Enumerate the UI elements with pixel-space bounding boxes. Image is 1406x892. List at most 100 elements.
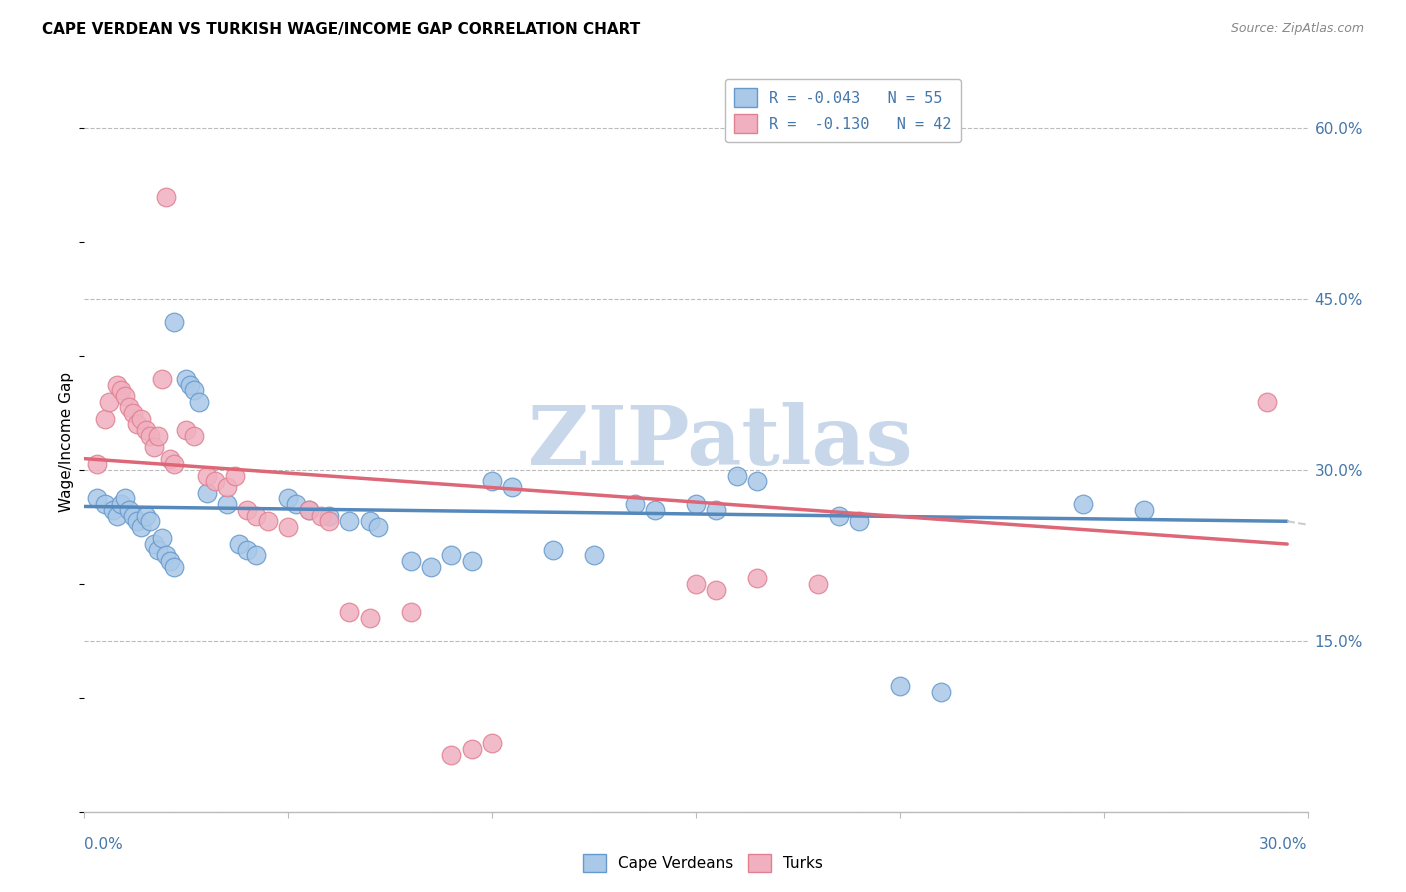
Point xyxy=(114,491,136,506)
Point xyxy=(163,315,186,329)
Point xyxy=(848,514,870,528)
Point xyxy=(135,423,157,437)
Point xyxy=(176,423,198,437)
Point xyxy=(138,429,160,443)
Point xyxy=(747,475,769,489)
Point xyxy=(440,549,463,563)
Point xyxy=(179,377,201,392)
Point xyxy=(86,491,108,506)
Point xyxy=(97,394,120,409)
Text: 30.0%: 30.0% xyxy=(1260,837,1308,852)
Point xyxy=(298,503,321,517)
Point xyxy=(277,491,299,506)
Point xyxy=(183,384,205,398)
Point xyxy=(93,411,117,425)
Point xyxy=(146,429,169,443)
Point xyxy=(245,508,267,523)
Point xyxy=(118,503,141,517)
Point xyxy=(236,542,259,557)
Point xyxy=(706,503,728,517)
Y-axis label: Wage/Income Gap: Wage/Income Gap xyxy=(59,371,75,512)
Point xyxy=(298,503,321,517)
Point xyxy=(747,571,769,585)
Point xyxy=(245,549,267,563)
Point xyxy=(150,532,173,546)
Point xyxy=(440,747,463,762)
Point xyxy=(236,503,259,517)
Point xyxy=(399,606,422,620)
Point xyxy=(399,554,422,568)
Point xyxy=(257,514,280,528)
Point xyxy=(807,577,830,591)
Point xyxy=(339,606,361,620)
Point xyxy=(1073,497,1095,511)
Point xyxy=(122,508,145,523)
Point xyxy=(277,520,299,534)
Point xyxy=(1133,503,1156,517)
Point xyxy=(685,497,707,511)
Point xyxy=(461,742,484,756)
Text: ZIPatlas: ZIPatlas xyxy=(527,401,912,482)
Point xyxy=(118,401,141,415)
Point xyxy=(142,440,165,454)
Point xyxy=(461,554,484,568)
Point xyxy=(318,514,340,528)
Point xyxy=(127,514,149,528)
Point xyxy=(155,189,177,203)
Point xyxy=(889,680,911,694)
Text: Source: ZipAtlas.com: Source: ZipAtlas.com xyxy=(1230,22,1364,36)
Point xyxy=(195,468,218,483)
Point xyxy=(481,736,503,750)
Point xyxy=(187,394,209,409)
Point xyxy=(150,372,173,386)
Point xyxy=(204,475,226,489)
Point xyxy=(146,542,169,557)
Point xyxy=(502,480,524,494)
Point xyxy=(163,458,186,472)
Point xyxy=(93,497,117,511)
Point xyxy=(929,685,952,699)
Point xyxy=(583,549,606,563)
Point xyxy=(217,497,239,511)
Point xyxy=(217,480,239,494)
Point xyxy=(142,537,165,551)
Point xyxy=(725,468,748,483)
Legend: Cape Verdeans, Turks: Cape Verdeans, Turks xyxy=(575,846,831,880)
Point xyxy=(367,520,389,534)
Point xyxy=(163,559,186,574)
Point xyxy=(110,497,132,511)
Point xyxy=(131,520,153,534)
Point xyxy=(685,577,707,591)
Point xyxy=(1256,394,1278,409)
Point xyxy=(159,451,181,466)
Point xyxy=(127,417,149,432)
Legend: R = -0.043   N = 55, R =  -0.130   N = 42: R = -0.043 N = 55, R = -0.130 N = 42 xyxy=(724,79,960,142)
Point xyxy=(309,508,332,523)
Text: CAPE VERDEAN VS TURKISH WAGE/INCOME GAP CORRELATION CHART: CAPE VERDEAN VS TURKISH WAGE/INCOME GAP … xyxy=(42,22,640,37)
Point xyxy=(176,372,198,386)
Point xyxy=(159,554,181,568)
Point xyxy=(105,377,128,392)
Point xyxy=(122,406,145,420)
Point xyxy=(285,497,308,511)
Point xyxy=(110,384,132,398)
Point xyxy=(339,514,361,528)
Point xyxy=(359,514,381,528)
Point xyxy=(828,508,851,523)
Point xyxy=(228,537,250,551)
Point xyxy=(624,497,647,511)
Point xyxy=(420,559,443,574)
Point xyxy=(224,468,246,483)
Point xyxy=(706,582,728,597)
Point xyxy=(114,389,136,403)
Point xyxy=(101,503,124,517)
Point xyxy=(644,503,666,517)
Point xyxy=(183,429,205,443)
Point xyxy=(318,508,340,523)
Point xyxy=(131,411,153,425)
Point xyxy=(359,611,381,625)
Point xyxy=(138,514,160,528)
Point xyxy=(543,542,565,557)
Point xyxy=(86,458,108,472)
Point xyxy=(481,475,503,489)
